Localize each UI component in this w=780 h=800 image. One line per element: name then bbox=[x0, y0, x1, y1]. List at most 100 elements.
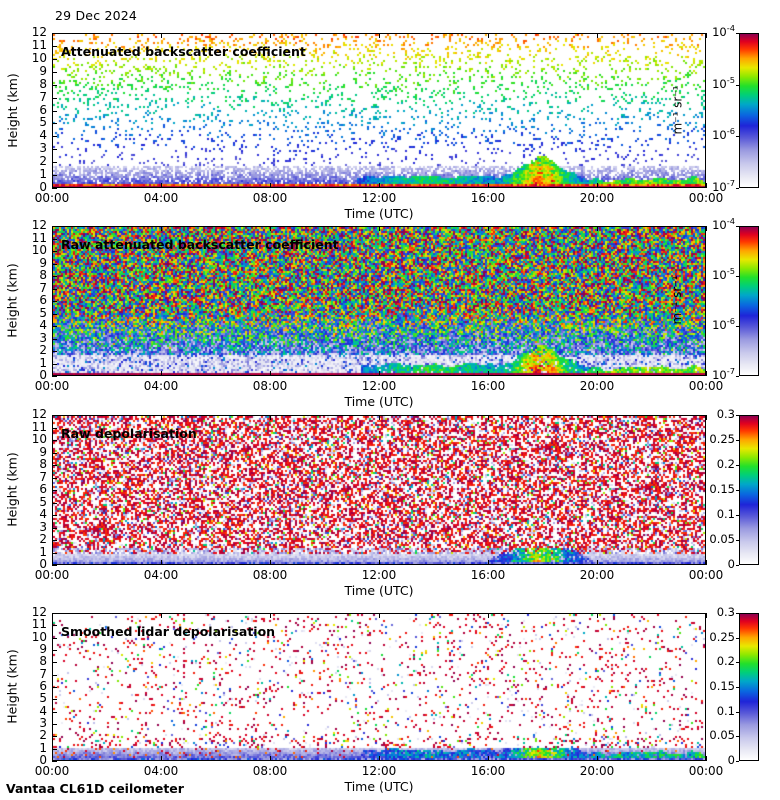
colorbar-tick-label: 0.3 bbox=[716, 605, 735, 619]
y-tick-mark bbox=[52, 72, 57, 73]
y-tick-label: 6 bbox=[39, 102, 47, 117]
x-tick-mark bbox=[706, 756, 707, 761]
heatmap-canvas-smoothed-lidar-depolarisation bbox=[53, 614, 705, 760]
y-tick-label: 0 bbox=[39, 368, 47, 382]
colorbar-tick-mark bbox=[736, 565, 739, 566]
x-tick-mark-top bbox=[488, 613, 489, 618]
colorbar-tick-label: 0.25 bbox=[709, 629, 735, 644]
y-tick-label: 5 bbox=[39, 691, 47, 706]
y-tick-label: 7 bbox=[39, 469, 47, 484]
plot-area-raw-depolarisation[interactable]: Raw depolarisation bbox=[52, 415, 706, 565]
plot-area-raw-attenuated-backscatter[interactable]: Raw attenuated backscatter coefficient bbox=[52, 226, 706, 376]
colorbar-tick-mark bbox=[736, 376, 739, 377]
x-tick-mark-top bbox=[52, 613, 53, 618]
y-tick-mark bbox=[52, 736, 57, 737]
y-tick-label: 3 bbox=[39, 141, 47, 156]
y-tick-label: 12 bbox=[31, 25, 47, 39]
y-tick-label: 4 bbox=[39, 703, 47, 718]
y-tick-label: 8 bbox=[39, 76, 47, 91]
y-tick-mark bbox=[52, 724, 57, 725]
colorbar-tick-label: 0.3 bbox=[716, 407, 735, 421]
x-tick-mark-top bbox=[52, 33, 53, 38]
colorbar-tick-label: 10-6 bbox=[712, 126, 735, 143]
x-tick-mark bbox=[161, 183, 162, 188]
colorbar-gradient bbox=[740, 416, 758, 564]
y-tick-label: 4 bbox=[39, 507, 47, 521]
y-tick-mark bbox=[52, 98, 57, 99]
colorbar-tick-mark bbox=[736, 736, 739, 737]
x-tick-mark bbox=[270, 756, 271, 761]
x-tick-label: 04:00 bbox=[143, 379, 179, 393]
y-tick-label: 10 bbox=[31, 629, 47, 644]
x-tick-mark-top bbox=[270, 415, 271, 420]
y-tick-mark bbox=[52, 712, 57, 713]
footer-caption: Vantaa CL61D ceilometer bbox=[6, 781, 184, 796]
y-tick-label: 4 bbox=[39, 128, 47, 143]
y-tick-mark bbox=[52, 162, 57, 163]
colorbar-tick-label: 10-4 bbox=[712, 23, 735, 39]
y-tick-mark bbox=[52, 46, 57, 47]
y-tick-label: 4 bbox=[39, 318, 47, 332]
y-tick-label: 1 bbox=[39, 167, 47, 182]
colorbar-tick-mark bbox=[736, 490, 739, 491]
colorbar-tick-mark bbox=[736, 761, 739, 762]
y-tick-mark bbox=[52, 149, 57, 150]
colorbar-tick-mark bbox=[736, 415, 739, 416]
x-tick-label: 00:00 bbox=[688, 191, 724, 205]
plot-area-attenuated-backscatter[interactable]: Attenuated backscatter coefficient bbox=[52, 33, 706, 188]
x-tick-mark-top bbox=[270, 33, 271, 38]
x-tick-mark bbox=[488, 183, 489, 188]
y-tick-mark bbox=[52, 540, 57, 541]
x-tick-mark bbox=[52, 756, 53, 761]
x-tick-mark-top bbox=[488, 33, 489, 38]
y-tick-label: 7 bbox=[39, 280, 47, 295]
x-tick-mark-top bbox=[270, 226, 271, 231]
colorbar-tick-mark bbox=[736, 613, 739, 614]
y-tick-mark bbox=[52, 662, 57, 663]
x-tick-mark-top bbox=[488, 415, 489, 420]
x-tick-mark bbox=[52, 371, 53, 376]
y-tick-label: 11 bbox=[31, 230, 47, 245]
y-tick-label: 2 bbox=[39, 532, 47, 546]
y-tick-label: 3 bbox=[39, 330, 47, 345]
x-tick-mark bbox=[706, 371, 707, 376]
plot-area-smoothed-lidar-depolarisation[interactable]: Smoothed lidar depolarisation bbox=[52, 613, 706, 761]
y-tick-mark bbox=[52, 188, 57, 189]
y-tick-mark bbox=[52, 59, 57, 60]
y-tick-label: 11 bbox=[31, 37, 47, 52]
colorbar-tick-label: 10-7 bbox=[712, 366, 735, 382]
y-tick-mark bbox=[52, 687, 57, 688]
y-tick-mark bbox=[52, 761, 57, 762]
colorbar-tick-mark bbox=[736, 687, 739, 688]
y-tick-mark bbox=[52, 503, 57, 504]
y-tick-mark bbox=[52, 749, 57, 750]
x-tick-mark bbox=[52, 560, 53, 565]
x-tick-mark bbox=[161, 560, 162, 565]
y-tick-mark bbox=[52, 339, 57, 340]
y-tick-label: 5 bbox=[39, 494, 47, 509]
y-tick-label: 2 bbox=[39, 728, 47, 743]
y-tick-mark bbox=[52, 490, 57, 491]
x-tick-mark bbox=[597, 756, 598, 761]
colorbar-tick-label: 0 bbox=[727, 557, 735, 571]
y-tick-mark bbox=[52, 465, 57, 466]
y-tick-label: 0 bbox=[39, 557, 47, 571]
colorbar-smoothed-lidar-depolarisation bbox=[739, 613, 759, 761]
y-tick-label: 7 bbox=[39, 89, 47, 104]
x-tick-label: 12:00 bbox=[361, 191, 397, 205]
x-tick-mark-top bbox=[379, 613, 380, 618]
x-tick-label: 20:00 bbox=[579, 764, 615, 778]
x-tick-label: 00:00 bbox=[688, 764, 724, 778]
x-tick-label: 04:00 bbox=[143, 568, 179, 582]
y-tick-mark bbox=[52, 699, 57, 700]
y-tick-label: 6 bbox=[39, 482, 47, 496]
colorbar-tick-mark bbox=[736, 662, 739, 663]
y-tick-label: 11 bbox=[31, 419, 47, 434]
y-tick-mark bbox=[52, 239, 57, 240]
x-tick-label: 04:00 bbox=[143, 764, 179, 778]
y-tick-label: 10 bbox=[31, 432, 47, 446]
colorbar-tick-label: 0.15 bbox=[709, 679, 735, 693]
y-tick-label: 0 bbox=[39, 180, 47, 194]
colorbar-tick-mark bbox=[736, 540, 739, 541]
x-tick-label: 00:00 bbox=[34, 379, 70, 393]
